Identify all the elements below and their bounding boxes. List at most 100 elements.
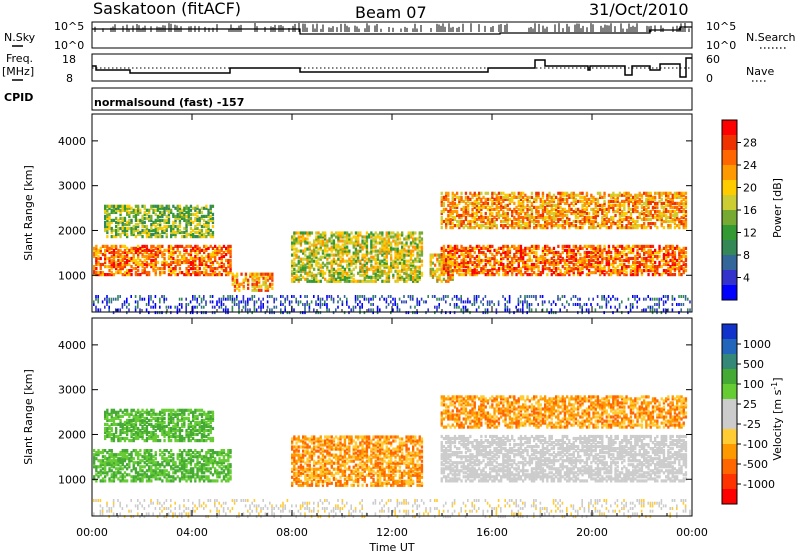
power-cell [185,303,187,306]
power-cell [557,205,560,209]
power-cell [396,243,399,247]
power-cell [211,250,215,255]
power-cell [511,260,514,265]
power-cell [264,311,267,315]
power-cell [559,308,561,312]
power-cell [187,265,190,269]
power-cell [594,215,597,220]
power-cell [163,206,166,210]
power-cell [150,260,153,265]
power-cell [196,244,199,248]
power-cell [365,241,369,245]
power-cell [412,311,414,315]
power-cell [145,273,149,277]
power-cell [528,265,531,269]
power-cell [445,248,448,252]
power-cell [273,305,275,309]
power-cell [563,258,567,263]
power-cell [574,303,577,306]
power-cell [346,259,349,263]
power-cell [585,199,589,203]
power-cell [229,248,232,252]
power-cell [341,265,344,269]
power-cell [394,249,397,253]
power-cell [539,199,542,203]
power-cell [634,260,637,265]
power-cell [471,203,474,207]
power-cell [546,209,549,214]
power-cell [372,297,374,301]
power-cell [482,311,484,315]
power-cell [447,252,450,257]
power-cell [200,248,204,252]
power-cell [192,305,194,309]
power-cell [361,245,364,249]
power-cell [145,254,149,259]
power-cell [196,248,199,252]
power-cell [453,311,456,315]
power-cell [491,222,494,226]
power-cell [568,207,571,211]
power-cell [218,256,221,261]
power-heatmap [93,191,691,315]
power-cell [121,262,124,267]
power-cell [189,218,193,222]
power-cell [374,239,377,243]
power-cell [387,235,391,239]
power-cell [647,254,650,259]
power-cell [390,241,393,245]
power-cell [412,253,415,257]
power-cell [117,258,120,263]
power-cell [242,305,245,309]
power-cell [658,246,661,250]
power-cell [570,222,573,226]
power-cell [181,216,184,220]
power-cell [649,244,652,248]
power-cell [152,228,155,233]
power-cell [660,215,663,220]
power-cell [352,261,355,265]
power-cell [220,267,223,271]
power-cell [559,217,562,222]
power-cell [398,277,402,281]
power-cell [445,311,447,315]
power-cell [658,305,660,309]
power-cell [106,214,109,218]
power-cell [343,249,347,253]
power-cell [530,215,534,220]
power-cell [480,215,483,220]
power-cell [460,265,463,269]
power-cell [458,248,461,252]
power-cell [409,267,413,271]
power-cell [249,297,251,301]
power-cell [357,259,360,263]
power-cell [148,311,150,315]
power-cell [513,191,516,195]
power-cell [640,193,644,197]
power-cell [372,279,375,283]
power-cell [495,308,498,312]
power-cell [110,246,113,250]
power-cell [590,262,593,267]
power-cell [486,248,490,252]
power-cell [145,244,149,248]
power-cell [238,311,240,315]
power-cell [478,209,481,214]
power-cell [599,250,602,255]
power-cell [288,300,291,304]
power-cell [385,277,388,281]
power-cell [348,273,351,277]
power-cell [599,195,602,199]
power-cell [145,262,149,267]
power-cell [332,253,336,257]
power-cell [264,280,267,284]
power-cell [383,245,386,249]
power-cell [612,203,615,207]
power-cell [590,252,593,257]
power-cell [280,311,282,315]
power-cell [185,311,187,315]
power-cell [440,311,443,315]
power-cell [187,216,190,220]
power-cell [341,231,344,235]
power-cell [651,311,654,315]
